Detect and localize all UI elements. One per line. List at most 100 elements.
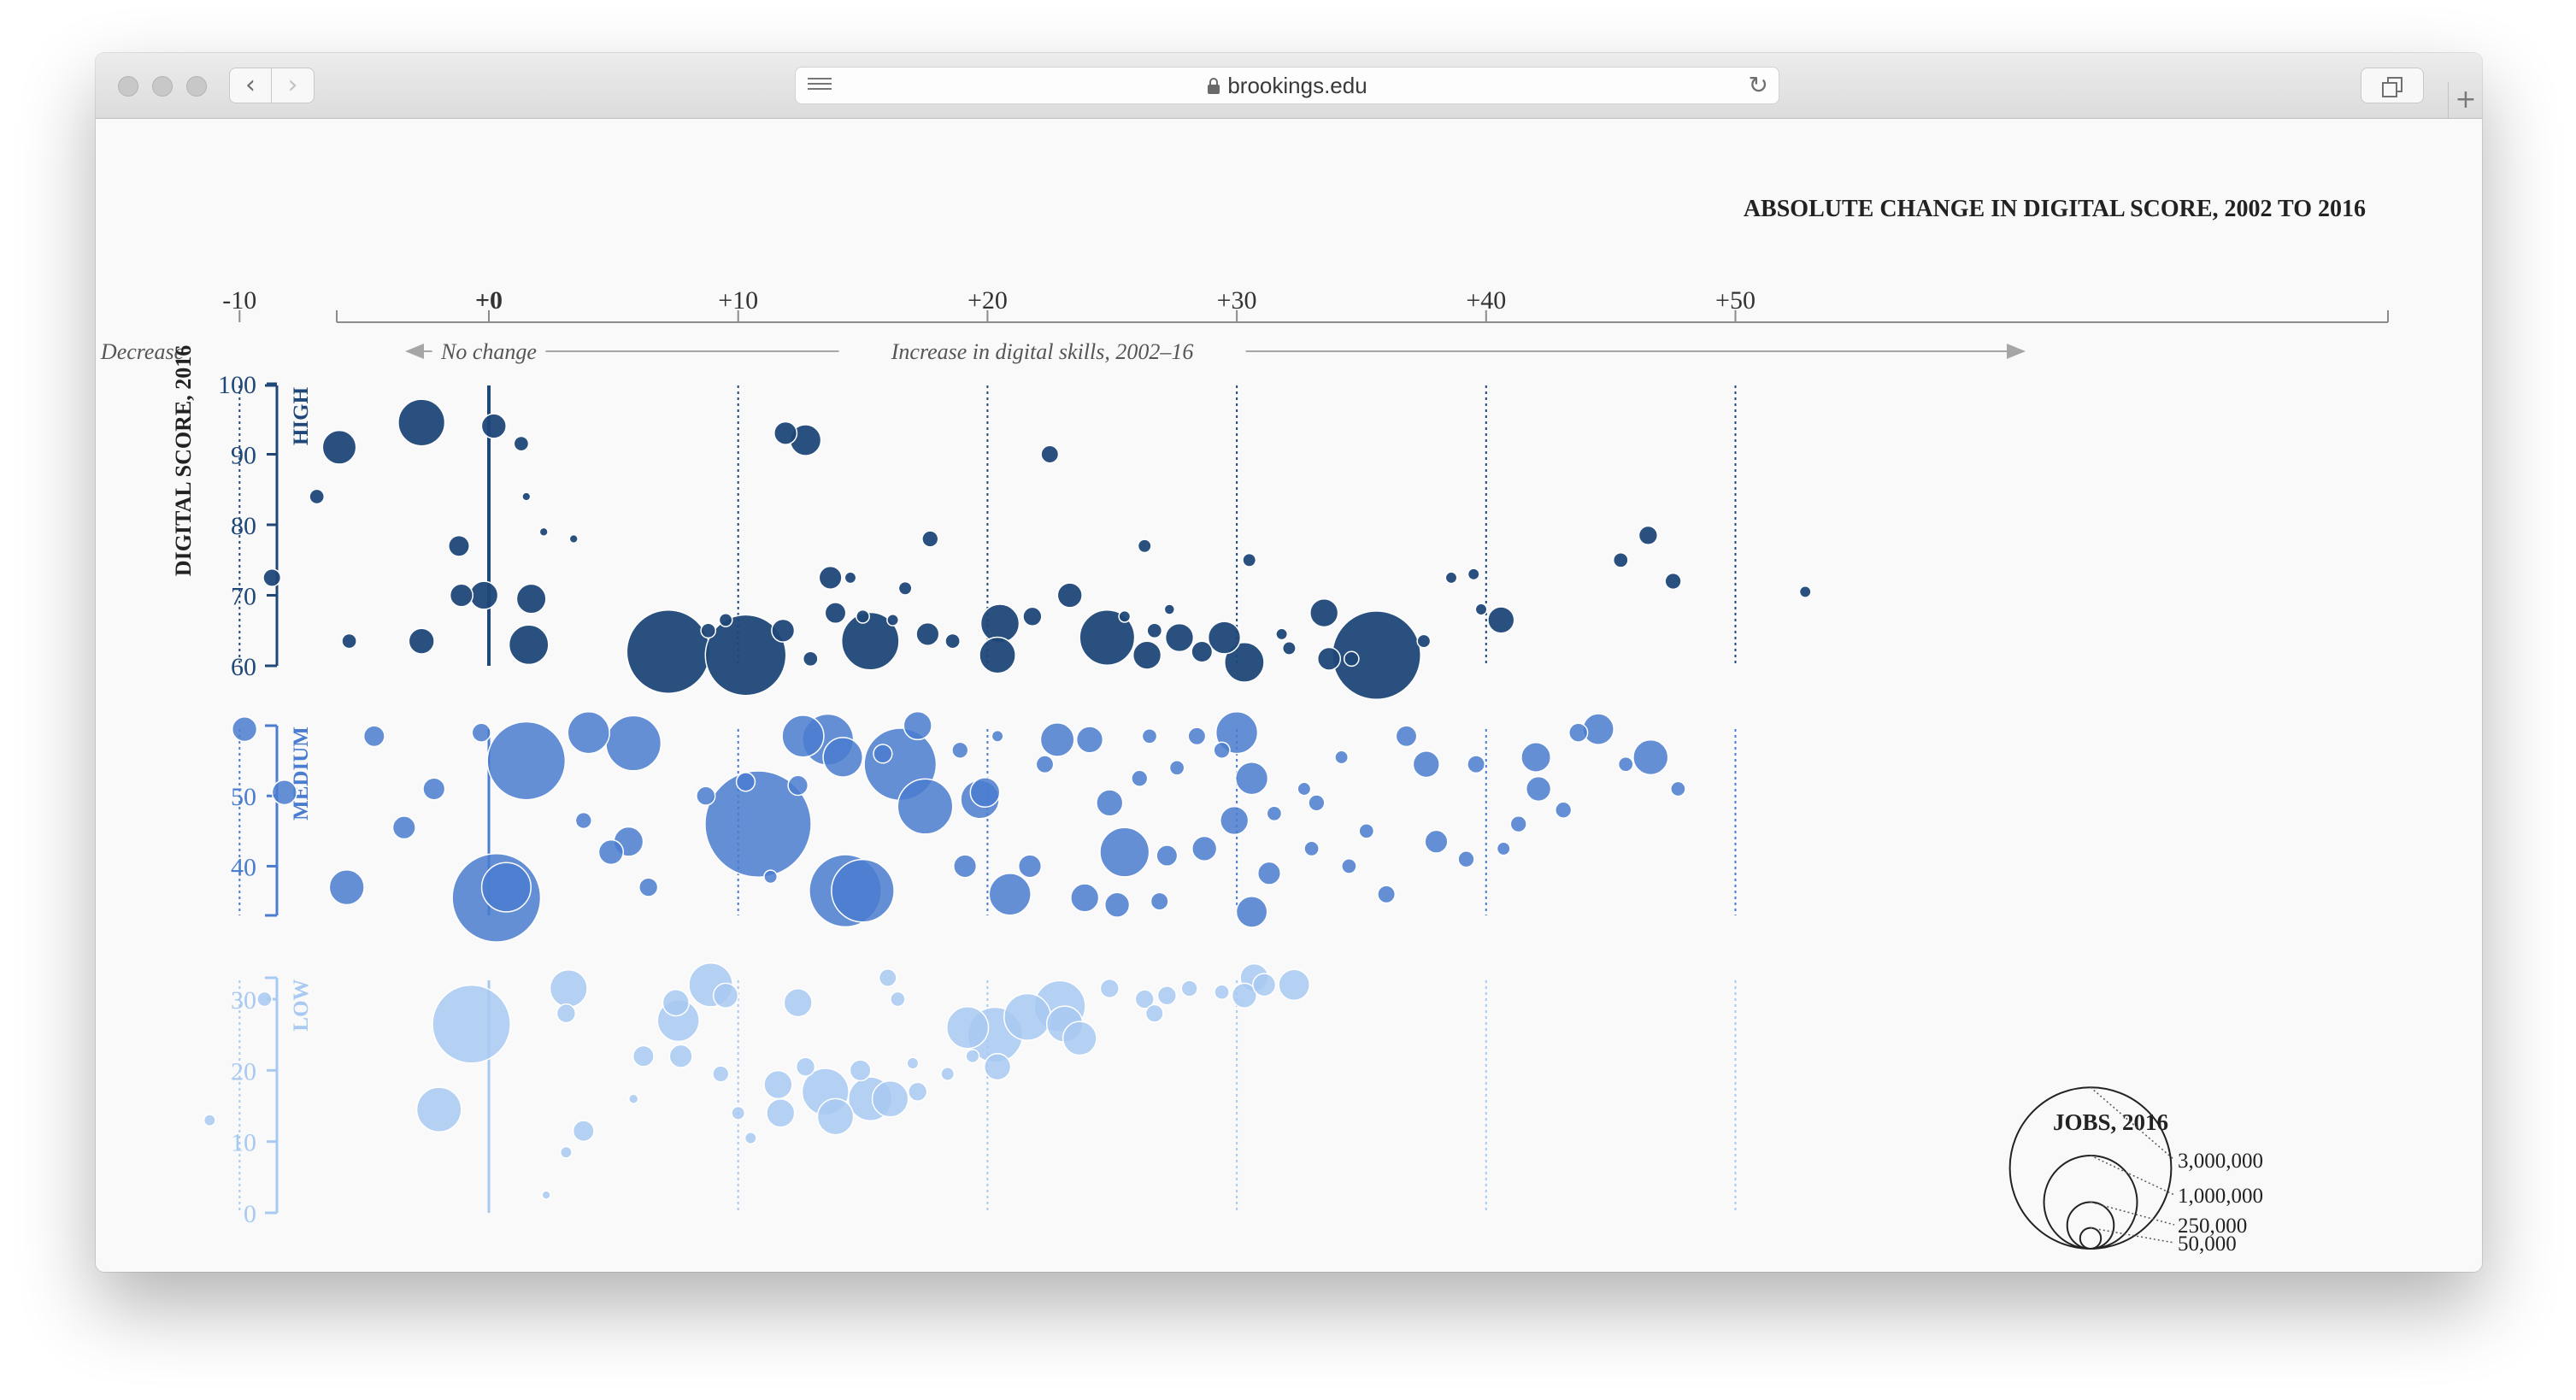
size-legend-background xyxy=(2038,1102,2217,1139)
low-bubble xyxy=(816,1097,855,1136)
medium-bubble xyxy=(1424,829,1449,854)
medium-bubble xyxy=(231,715,258,743)
x-tick-label: -10 xyxy=(222,286,256,315)
url-display[interactable]: brookings.edu xyxy=(796,68,1779,103)
digital-score-bubble-chart: ABSOLUTE CHANGE IN DIGITAL SCORE, 2002 T… xyxy=(96,196,2389,1256)
show-tabs-button[interactable] xyxy=(2361,68,2424,103)
medium-bubble xyxy=(574,811,592,830)
high-bubble xyxy=(1343,650,1360,668)
medium-bubble xyxy=(1070,883,1100,913)
medium-bubble xyxy=(1509,815,1527,833)
forward-button[interactable]: › xyxy=(272,68,315,103)
medium-bubble xyxy=(1017,854,1043,879)
close-window-button[interactable] xyxy=(118,76,138,97)
reload-icon[interactable]: ↻ xyxy=(1748,71,1768,99)
low-bubble xyxy=(662,989,690,1017)
high-bubble xyxy=(448,534,470,557)
medium-bubble xyxy=(1187,726,1207,746)
chevron-left-icon: ‹ xyxy=(245,70,256,100)
low-bubble xyxy=(945,1006,990,1050)
minimize-window-button[interactable] xyxy=(152,76,173,97)
size-legend-circle xyxy=(2079,1226,2103,1250)
address-bar[interactable]: brookings.edu ↻ xyxy=(795,67,1779,104)
high-bubble xyxy=(1309,597,1339,628)
lock-icon xyxy=(1208,78,1220,94)
new-tab-button[interactable]: + xyxy=(2448,82,2482,118)
medium-bubble xyxy=(1150,891,1169,911)
high-bubble xyxy=(718,612,733,627)
medium-bubble xyxy=(1234,762,1269,796)
medium-bubble xyxy=(328,868,365,906)
low-bubble xyxy=(559,1145,573,1159)
medium-bubble xyxy=(486,721,567,801)
no-change-label-background xyxy=(432,338,546,365)
medium-bubble xyxy=(1235,896,1268,928)
medium-bubble xyxy=(831,858,895,923)
high-bubble xyxy=(824,602,847,625)
low-bubble xyxy=(572,1120,595,1143)
high-bubble xyxy=(1487,606,1515,634)
size-legend-label: 3,000,000 xyxy=(2178,1150,2263,1173)
high-bubble xyxy=(513,435,530,452)
high-bubble xyxy=(1022,606,1043,626)
high-bubble xyxy=(921,530,939,548)
medium-bubble xyxy=(1303,840,1320,857)
low-y-tick-label: 20 xyxy=(231,1057,256,1085)
medium-bubble xyxy=(362,725,385,748)
reader-view-icon[interactable] xyxy=(808,78,832,93)
decrease-label-background xyxy=(96,338,194,365)
high-bubble xyxy=(262,568,282,587)
medium-bubble xyxy=(1496,841,1511,856)
medium-bubble xyxy=(1670,780,1686,797)
medium-bubble xyxy=(597,838,625,866)
medium-bubble xyxy=(605,715,662,772)
low-bubble xyxy=(549,968,588,1009)
medium-bubble xyxy=(1412,750,1440,779)
y-axis-label: DIGITAL SCORE, 2016 xyxy=(171,345,196,576)
medium-bubble xyxy=(822,737,864,778)
low-bubble xyxy=(1156,985,1178,1006)
low-bubble xyxy=(632,1044,655,1068)
medium-bubble xyxy=(638,877,659,897)
high-bubble xyxy=(1664,572,1682,591)
high-bubble xyxy=(771,618,796,643)
high-bubble xyxy=(521,491,532,502)
low-bubble xyxy=(203,1114,216,1127)
low-bubble xyxy=(849,1059,872,1082)
medium-bubble xyxy=(1039,721,1075,757)
medium-band-label: MEDIUM xyxy=(290,726,313,821)
page-content: ABSOLUTE CHANGE IN DIGITAL SCORE, 2002 T… xyxy=(96,119,2482,1272)
size-legend-leader xyxy=(2090,1155,2175,1196)
x-tick-label: +20 xyxy=(967,286,1008,315)
medium-bubble xyxy=(704,770,812,878)
high-bubble xyxy=(1316,646,1342,671)
medium-bubble xyxy=(1377,885,1397,904)
arrow-left-icon xyxy=(405,344,424,359)
high-bubble xyxy=(515,583,547,615)
medium-bubble xyxy=(1308,794,1326,812)
medium-bubble xyxy=(567,711,610,755)
low-bubble xyxy=(712,982,739,1009)
increase-label-background xyxy=(838,338,1246,365)
low-bubble xyxy=(1144,1003,1164,1023)
low-bubble xyxy=(1278,968,1311,1002)
high-bubble xyxy=(1242,552,1257,568)
medium-bubble xyxy=(951,741,969,759)
high-bubble xyxy=(802,650,819,668)
high-bubble xyxy=(1281,640,1297,656)
low-bubble xyxy=(763,1069,793,1100)
low-y-tick-label: 30 xyxy=(231,986,256,1015)
high-bubble xyxy=(1612,551,1629,568)
high-bubble xyxy=(449,583,473,608)
medium-bubble xyxy=(1568,722,1589,743)
medium-bubble xyxy=(1297,781,1312,797)
x-tick-label: +40 xyxy=(1466,286,1506,315)
back-button[interactable]: ‹ xyxy=(229,68,272,103)
medium-bubble xyxy=(969,777,1001,809)
low-bubble xyxy=(556,1003,577,1024)
x-tick-label: +30 xyxy=(1217,286,1257,315)
low-bubble xyxy=(766,1098,796,1128)
medium-bubble xyxy=(1457,850,1475,868)
zoom-window-button[interactable] xyxy=(186,76,207,97)
size-legend-leader xyxy=(2090,1201,2175,1226)
